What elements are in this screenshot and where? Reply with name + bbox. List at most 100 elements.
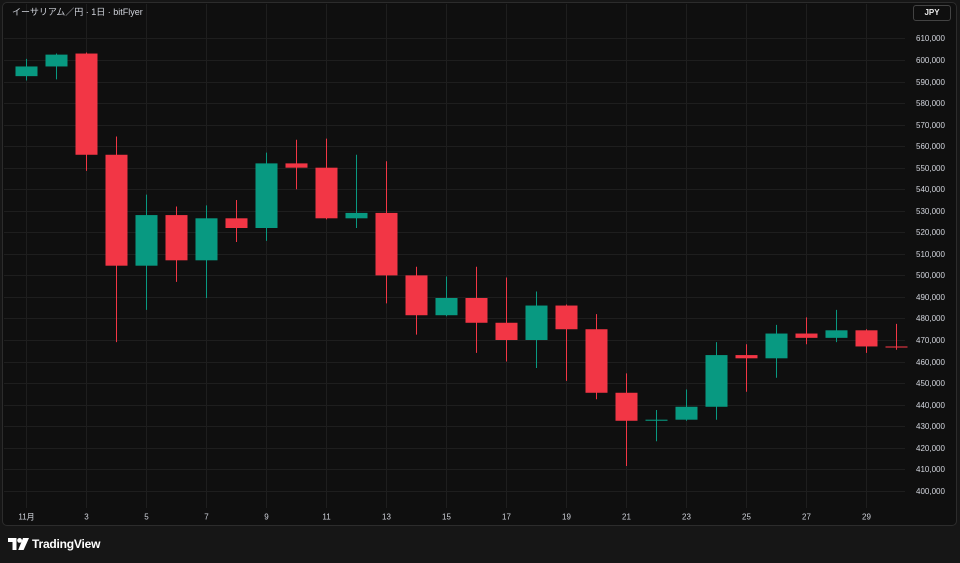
- candle-body: [675, 406, 698, 420]
- candle-body: [15, 66, 38, 77]
- candle-body: [225, 218, 248, 228]
- candle-down: [465, 266, 488, 353]
- candle-up: [645, 410, 668, 442]
- time-axis-label: 5: [144, 513, 149, 522]
- candle-up: [135, 194, 158, 310]
- candle-body: [135, 215, 158, 266]
- candle-body: [45, 54, 68, 67]
- candle-up: [255, 152, 278, 241]
- price-axis-label: 610,000: [916, 34, 945, 43]
- candle-up: [825, 309, 848, 343]
- candle-down: [285, 139, 308, 190]
- candle-body: [375, 212, 398, 276]
- candle-up: [675, 389, 698, 421]
- price-axis-label: 580,000: [916, 99, 945, 108]
- candle-down: [615, 373, 638, 466]
- candle-body: [705, 355, 728, 407]
- candle-up: [435, 276, 458, 317]
- candle-body: [855, 330, 878, 347]
- candle-down: [165, 206, 188, 282]
- time-axis-label: 17: [502, 513, 511, 522]
- time-axis-label: 9: [264, 513, 269, 522]
- candle-body: [825, 330, 848, 338]
- time-axis-label: 19: [562, 513, 571, 522]
- currency-button[interactable]: JPY: [913, 5, 951, 21]
- time-axis-label: 3: [84, 513, 89, 522]
- price-axis: 610,000 600,000 590,000 580,000 570,000 560,0…: [916, 34, 945, 496]
- time-axis-label: 25: [742, 513, 751, 522]
- time-axis-label: 11: [322, 513, 331, 522]
- candle-body: [105, 154, 128, 266]
- time-axis-label: 21: [622, 513, 631, 522]
- candle-down: [855, 329, 878, 353]
- candle-up: [345, 154, 368, 228]
- candle-down: [795, 317, 818, 345]
- price-axis-label: 420,000: [916, 444, 945, 453]
- candle-series: [15, 52, 908, 466]
- price-axis-label: 530,000: [916, 207, 945, 216]
- candle-body: [495, 322, 518, 340]
- price-axis-label: 510,000: [916, 250, 945, 259]
- candle-down: [495, 277, 518, 362]
- price-axis-label: 500,000: [916, 271, 945, 280]
- price-axis-label: 560,000: [916, 142, 945, 151]
- footer-brand: TradingView: [8, 535, 100, 553]
- candle-body: [345, 212, 368, 219]
- candle-body: [435, 298, 458, 316]
- candle-up: [15, 58, 38, 81]
- candle-body: [315, 167, 338, 219]
- candle-down: [885, 323, 908, 350]
- time-axis-label: 15: [442, 513, 451, 522]
- price-axis-label: 540,000: [916, 185, 945, 194]
- tradingview-logo-icon: [8, 538, 29, 550]
- time-axis-label: 11月: [18, 513, 34, 522]
- price-axis-label: 480,000: [916, 314, 945, 323]
- candle-body: [735, 355, 758, 359]
- candle-body: [255, 163, 278, 228]
- candle-up: [195, 205, 218, 298]
- candle-body: [585, 329, 608, 393]
- candle-down: [105, 136, 128, 343]
- time-axis-label: 23: [682, 513, 691, 522]
- price-axis-label: 520,000: [916, 228, 945, 237]
- candle-body: [795, 333, 818, 338]
- price-axis-label: 410,000: [916, 465, 945, 474]
- price-axis-label: 450,000: [916, 379, 945, 388]
- candle-body: [885, 346, 908, 348]
- candle-down: [315, 138, 338, 220]
- candle-body: [195, 218, 218, 261]
- candle-body: [165, 215, 188, 261]
- candle-body: [525, 305, 548, 340]
- candle-body: [75, 53, 98, 155]
- candle-down: [555, 304, 578, 381]
- chart-panel: [2, 2, 957, 526]
- time-axis: 11月 3 5 7 9 11 13 15 17 19 21 23 25 27 29: [18, 513, 871, 522]
- price-axis-label: 600,000: [916, 56, 945, 65]
- candle-down: [585, 314, 608, 400]
- price-axis-label: 400,000: [916, 487, 945, 496]
- candle-up: [765, 324, 788, 378]
- candle-up: [45, 53, 68, 80]
- time-axis-label: 27: [802, 513, 811, 522]
- time-axis-label: 13: [382, 513, 391, 522]
- time-axis-label: 29: [862, 513, 871, 522]
- candle-body: [765, 333, 788, 359]
- candle-body: [465, 298, 488, 323]
- candle-body: [285, 163, 308, 168]
- time-axis-label: 7: [204, 513, 209, 522]
- candle-down: [75, 52, 98, 171]
- candle-body: [645, 419, 668, 421]
- brand-name: TradingView: [32, 537, 101, 551]
- price-axis-label: 470,000: [916, 336, 945, 345]
- candle-up: [705, 342, 728, 420]
- candle-body: [615, 392, 638, 421]
- candle-body: [555, 305, 578, 330]
- candle-down: [405, 266, 428, 335]
- price-axis-label: 490,000: [916, 293, 945, 302]
- candle-up: [525, 291, 548, 368]
- candle-body: [405, 275, 428, 316]
- candle-down: [225, 200, 248, 242]
- candle-down: [375, 161, 398, 304]
